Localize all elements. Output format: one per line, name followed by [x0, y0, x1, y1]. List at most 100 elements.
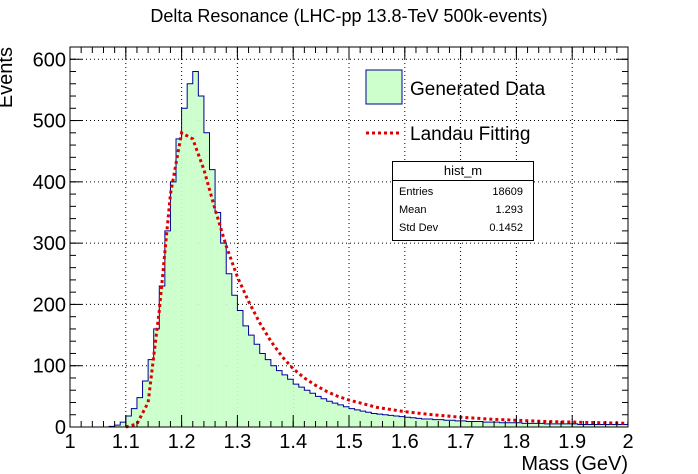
histogram-bin: [505, 422, 511, 427]
histogram-bin: [276, 370, 283, 427]
histogram-bin: [142, 381, 149, 427]
histogram-bin: [198, 96, 204, 427]
histogram-bin: [521, 423, 528, 427]
x-axis-label: Mass (GeV): [521, 453, 628, 474]
y-tick-label: 400: [33, 172, 66, 194]
histogram-bin: [438, 419, 444, 427]
histogram-bin: [410, 417, 416, 427]
fit-series: [125, 130, 629, 429]
y-tick-label: 0: [55, 417, 66, 439]
histogram-bin: [343, 406, 349, 427]
histogram-bin: [533, 423, 539, 427]
histogram-bin: [360, 411, 366, 427]
histogram-bin: [254, 344, 260, 427]
stats-value: 18609: [492, 186, 523, 198]
histogram-bin: [549, 423, 556, 427]
x-tick-label: 2: [622, 431, 633, 453]
histogram-bin: [588, 424, 595, 427]
stats-label: Std Dev: [399, 222, 439, 234]
x-tick-label: 1.5: [335, 431, 363, 453]
histogram-bin: [460, 420, 467, 427]
histogram-bin: [321, 398, 327, 427]
histogram-bin: [455, 420, 461, 427]
histogram-bin: [337, 404, 344, 427]
histogram-bin: [120, 422, 126, 427]
y-tick-label: 500: [33, 111, 66, 133]
legend-label-generated-data: Generated Data: [410, 79, 546, 100]
histogram-bin: [298, 387, 305, 427]
histogram-bin: [354, 409, 361, 427]
histogram-bin: [544, 423, 550, 427]
histogram-bin: [527, 423, 534, 427]
y-tick-label: 100: [33, 356, 66, 378]
histogram-bin: [594, 424, 601, 427]
histogram-bin: [242, 325, 249, 427]
histogram-bin: [176, 138, 182, 427]
histogram-bin: [220, 243, 227, 427]
histogram-bin: [282, 374, 288, 427]
histogram-bin: [309, 393, 316, 427]
histogram-bin: [566, 423, 573, 427]
histogram-bin: [583, 424, 589, 427]
histogram-bin: [164, 230, 171, 427]
histogram-bin: [203, 132, 210, 427]
histogram-bin: [265, 359, 271, 427]
histogram-bin: [365, 412, 372, 427]
histogram-bin: [371, 413, 377, 427]
x-tick-label: 1.3: [223, 431, 251, 453]
stats-box: hist_m Entries 18609 Mean 1.293 Std Dev …: [392, 161, 534, 241]
histogram-bin: [215, 212, 221, 427]
x-tick-label: 1: [64, 431, 75, 453]
histogram-bin: [510, 422, 517, 427]
histogram-bin: [499, 422, 506, 427]
histogram-series: [70, 71, 629, 428]
histogram-bin: [488, 422, 495, 427]
histogram-bin: [494, 422, 500, 427]
histogram-bin: [136, 397, 143, 427]
histogram-bin: [477, 421, 483, 427]
stats-row-entries: Entries 18609: [399, 183, 527, 201]
stats-value: 0.1452: [489, 222, 523, 234]
histogram-bin: [482, 422, 489, 427]
histogram-bin: [432, 419, 439, 427]
histogram-bin: [611, 424, 617, 427]
histogram-bin: [148, 359, 154, 427]
x-tick-label: 1.1: [112, 431, 140, 453]
axis-ticks: [69, 46, 629, 428]
histogram-bin: [349, 408, 355, 427]
histogram-bin: [153, 328, 160, 427]
histogram-bin: [605, 424, 612, 427]
x-tick-label: 1.6: [391, 431, 419, 453]
histogram-bin: [192, 71, 199, 428]
legend-label-landau-fitting: Landau Fitting: [410, 124, 530, 145]
histogram-bin: [382, 414, 389, 427]
y-tick-label: 600: [33, 49, 66, 71]
y-tick-labels: 0 100 200 300 400 500 600: [33, 49, 66, 439]
stats-label: Entries: [399, 186, 434, 198]
histogram-bin: [561, 423, 567, 427]
x-tick-label: 1.2: [168, 431, 196, 453]
y-tick-label: 200: [33, 294, 66, 316]
stats-row-mean: Mean 1.293: [399, 201, 527, 219]
histogram-bin: [304, 390, 310, 427]
y-axis-label: Events: [0, 47, 17, 108]
stats-value: 1.293: [495, 204, 523, 216]
histogram-bin: [421, 419, 428, 427]
stats-box-title: hist_m: [393, 162, 533, 181]
histogram-bin: [449, 420, 456, 427]
histogram-bin: [388, 415, 394, 427]
histogram-bin: [259, 353, 266, 427]
histogram-bin: [404, 417, 411, 427]
histogram-bin: [516, 422, 522, 427]
histogram-bin: [466, 421, 472, 427]
chart-title: Delta Resonance (LHC-pp 13.8-TeV 500k-ev…: [150, 6, 548, 26]
histogram-bin: [616, 424, 623, 427]
histogram-bin: [622, 424, 628, 427]
histogram-bin: [181, 108, 188, 428]
stats-row-std-dev: Std Dev 0.1452: [399, 219, 527, 237]
histogram-bin: [131, 408, 137, 427]
x-tick-labels: 1 1.1 1.2 1.3 1.4 1.5 1.6 1.7 1.8 1.9 2: [64, 431, 633, 453]
histogram-bin: [315, 396, 322, 427]
legend-swatch-generated-data: [365, 69, 403, 105]
x-tick-label: 1.4: [279, 431, 307, 453]
